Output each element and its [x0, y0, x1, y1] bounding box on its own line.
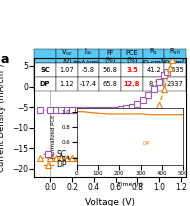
DP [66, 157, 68, 159]
DP [153, 118, 155, 121]
DP [125, 151, 128, 154]
DP [98, 156, 101, 158]
SC [49, 109, 52, 112]
DP [158, 104, 160, 106]
SC [60, 109, 63, 112]
DP [131, 149, 133, 151]
Line: DP: DP [37, 57, 175, 161]
DP [39, 157, 41, 159]
SC [158, 80, 160, 83]
DP [55, 157, 57, 159]
DP [109, 155, 111, 157]
SC [147, 94, 149, 96]
SC [163, 74, 166, 76]
DP [136, 145, 139, 147]
SC [120, 108, 122, 111]
SC [104, 109, 106, 111]
SC [93, 109, 95, 112]
SC [131, 105, 133, 108]
DP [120, 153, 122, 155]
DP [147, 131, 149, 133]
DP [82, 157, 84, 159]
DP [49, 157, 52, 159]
Legend: SC, DP: SC, DP [41, 148, 68, 171]
SC [125, 107, 128, 110]
DP [115, 154, 117, 157]
SC [136, 103, 139, 105]
DP [104, 156, 106, 158]
SC [153, 87, 155, 90]
SC [115, 109, 117, 111]
DP [71, 157, 73, 159]
Y-axis label: Current Density (mA/cm²): Current Density (mA/cm²) [0, 63, 6, 172]
SC [82, 109, 84, 112]
X-axis label: Voltage (V): Voltage (V) [85, 198, 135, 206]
DP [171, 59, 173, 61]
SC [87, 109, 90, 112]
Text: a: a [1, 53, 9, 66]
SC [142, 99, 144, 101]
SC [39, 109, 41, 112]
DP [77, 157, 79, 159]
SC [77, 109, 79, 112]
SC [55, 109, 57, 112]
DP [142, 139, 144, 141]
SC [71, 109, 73, 112]
DP [87, 156, 90, 159]
SC [66, 109, 68, 112]
SC [165, 71, 168, 73]
DP [169, 67, 171, 69]
DP [163, 87, 166, 90]
SC [98, 109, 101, 111]
Line: SC: SC [37, 69, 169, 113]
DP [60, 157, 63, 159]
DP [93, 156, 95, 159]
SC [109, 109, 111, 111]
